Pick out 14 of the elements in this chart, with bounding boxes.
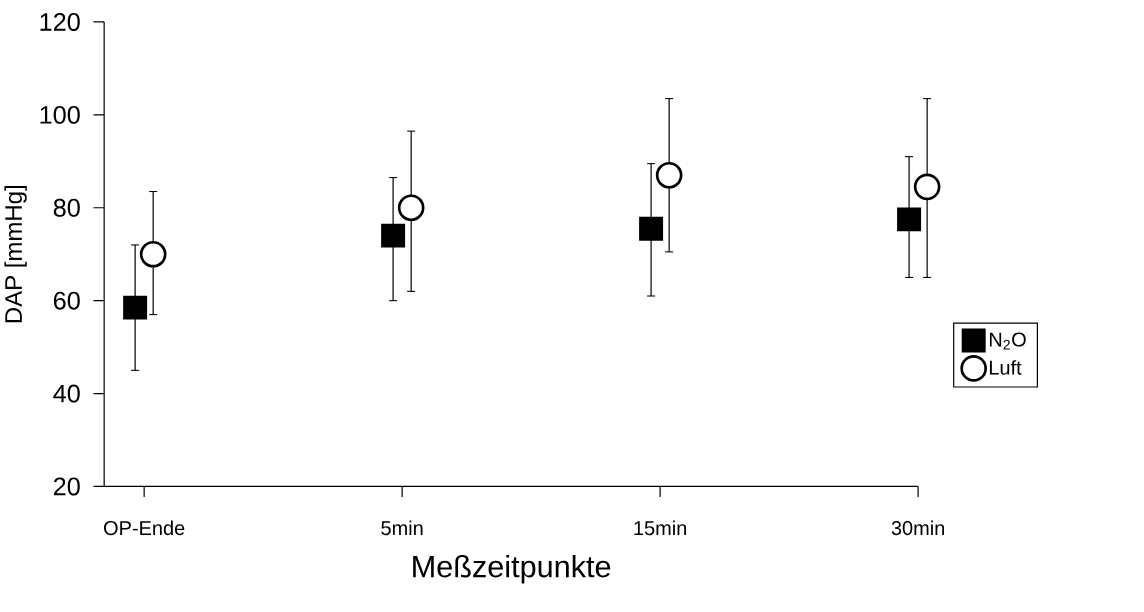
x-tick-label: 30min	[891, 520, 945, 535]
y-tick-label: 60	[53, 291, 80, 310]
x-tick-label: OP-Ende	[104, 520, 185, 535]
y-tick-label: 40	[53, 384, 80, 403]
x-tick-label: 15min	[634, 520, 687, 535]
y-axis-title: DAP [mmHg]	[4, 185, 27, 323]
y-tick-label: 100	[40, 105, 80, 124]
legend-label: N$_{2}$O	[989, 332, 1026, 350]
y-tick-label: 20	[53, 477, 80, 496]
y-tick-label: 120	[40, 12, 80, 31]
legend-label: Luft	[989, 360, 1022, 375]
x-tick-label: 5min	[381, 520, 423, 535]
y-tick-label: 80	[53, 198, 80, 217]
x-axis-title: Meßzeitpunkte	[413, 554, 611, 584]
